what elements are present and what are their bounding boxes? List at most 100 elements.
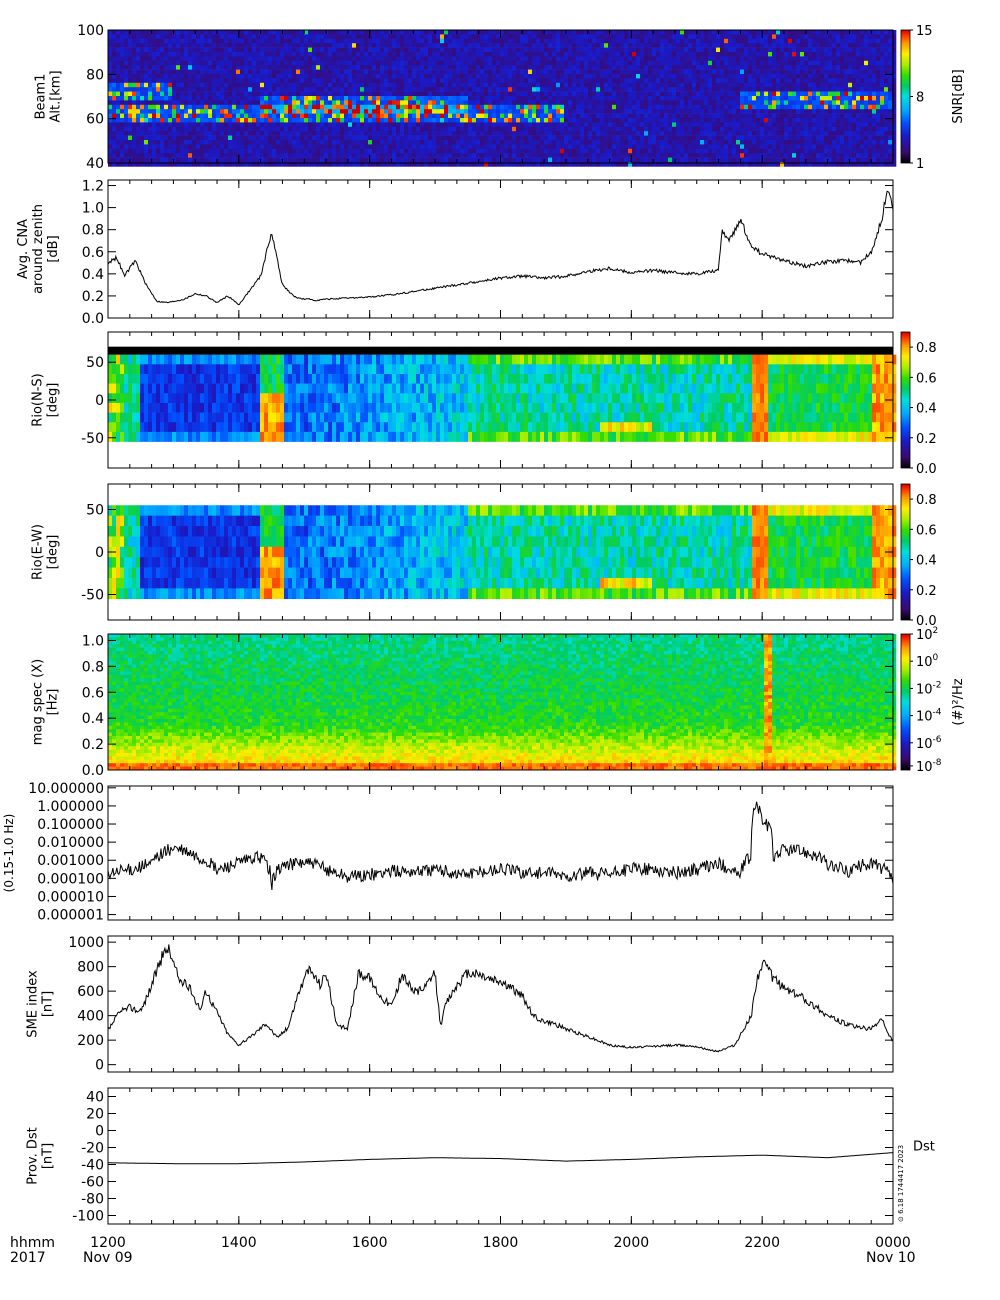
heat-cell bbox=[776, 136, 780, 141]
heat-cell bbox=[544, 30, 548, 35]
heat-cell bbox=[592, 30, 596, 35]
heat-cell bbox=[248, 61, 252, 66]
heat-cell bbox=[744, 48, 748, 53]
heat-cell bbox=[720, 74, 724, 79]
heat-cell bbox=[792, 52, 796, 57]
heat-cell bbox=[848, 56, 852, 61]
heat-cell bbox=[492, 136, 496, 141]
heat-cell bbox=[440, 30, 444, 35]
heat-cell bbox=[680, 109, 684, 114]
heat-cell bbox=[188, 39, 192, 44]
heat-cell bbox=[316, 127, 320, 132]
heat-cell bbox=[548, 83, 552, 88]
heat-cell bbox=[536, 74, 540, 79]
heat-cell bbox=[524, 87, 528, 92]
heat-cell bbox=[460, 114, 464, 119]
heat-cell bbox=[116, 39, 120, 44]
heat-cell bbox=[248, 127, 252, 132]
heat-cell bbox=[368, 78, 372, 83]
heat-cell bbox=[484, 96, 488, 101]
heat-cell bbox=[716, 65, 720, 70]
heat-cell bbox=[508, 56, 512, 61]
heat-cell bbox=[348, 87, 352, 92]
heat-cell bbox=[572, 61, 576, 66]
heat-cell bbox=[672, 48, 676, 53]
heat-cell bbox=[580, 83, 584, 88]
heat-cell bbox=[760, 127, 764, 132]
heat-cell bbox=[252, 83, 256, 88]
heat-cell bbox=[612, 100, 616, 105]
heat-cell bbox=[372, 96, 376, 101]
heat-cell bbox=[256, 65, 260, 70]
heat-cell bbox=[220, 140, 224, 145]
heat-cell bbox=[692, 96, 696, 101]
heat-cell bbox=[772, 100, 776, 105]
heat-cell bbox=[788, 83, 792, 88]
heat-cell bbox=[120, 65, 124, 70]
heat-cell bbox=[696, 74, 700, 79]
heat-cell bbox=[120, 122, 124, 127]
heat-cell bbox=[652, 56, 656, 61]
heat-cell bbox=[216, 56, 220, 61]
heat-cell bbox=[112, 114, 116, 119]
heat-cell bbox=[644, 78, 648, 83]
heat-cell bbox=[124, 109, 128, 114]
heat-cell bbox=[592, 56, 596, 61]
heat-cell bbox=[332, 114, 336, 119]
heat-cell bbox=[160, 118, 164, 123]
heat-cell bbox=[552, 100, 556, 105]
heat-cell bbox=[804, 39, 808, 44]
heat-cell bbox=[752, 105, 756, 110]
heat-cell bbox=[588, 43, 592, 48]
heat-cell bbox=[624, 70, 628, 75]
heat-cell bbox=[740, 118, 744, 123]
heat-cell bbox=[176, 48, 180, 53]
heat-cell bbox=[356, 118, 360, 123]
heat-cell bbox=[712, 83, 716, 88]
heat-cell bbox=[668, 114, 672, 119]
heat-cell bbox=[608, 48, 612, 53]
heat-cell bbox=[652, 83, 656, 88]
heat-cell bbox=[476, 52, 480, 57]
heat-cell bbox=[604, 74, 608, 79]
heat-cell bbox=[444, 83, 448, 88]
heat-cell bbox=[460, 118, 464, 123]
heat-cell bbox=[660, 127, 664, 132]
heat-cell bbox=[364, 52, 368, 57]
heat-cell bbox=[572, 39, 576, 44]
heat-cell bbox=[372, 65, 376, 70]
heat-cell bbox=[644, 114, 648, 119]
heat-cell bbox=[412, 48, 416, 53]
heat-cell bbox=[884, 105, 888, 110]
heat-cell bbox=[296, 122, 300, 127]
heat-cell bbox=[116, 70, 120, 75]
heat-cell bbox=[624, 34, 628, 39]
heat-cell bbox=[796, 114, 800, 119]
heat-cell bbox=[828, 83, 832, 88]
heat-cell bbox=[540, 70, 544, 75]
heat-cell bbox=[868, 100, 872, 105]
heat-cell bbox=[260, 131, 264, 136]
heat-cell bbox=[436, 109, 440, 114]
heat-cell bbox=[332, 100, 336, 105]
heat-cell bbox=[376, 78, 380, 83]
heat-cell bbox=[540, 61, 544, 66]
heat-cell bbox=[748, 61, 752, 66]
heat-cell bbox=[120, 100, 124, 105]
heat-cell bbox=[324, 118, 328, 123]
heat-cell bbox=[460, 70, 464, 75]
heat-cell bbox=[780, 118, 784, 123]
heat-cell bbox=[208, 39, 212, 44]
heat-cell bbox=[840, 87, 844, 92]
heat-cell bbox=[728, 61, 732, 66]
heat-cell bbox=[248, 140, 252, 145]
heat-cell bbox=[736, 65, 740, 70]
heat-cell bbox=[788, 122, 792, 127]
heat-cell bbox=[248, 100, 252, 105]
heat-cell bbox=[492, 127, 496, 132]
heat-cell bbox=[448, 70, 452, 75]
heat-cell bbox=[752, 83, 756, 88]
heat-cell bbox=[324, 87, 328, 92]
heat-cell bbox=[640, 100, 644, 105]
heat-cell bbox=[240, 56, 244, 61]
